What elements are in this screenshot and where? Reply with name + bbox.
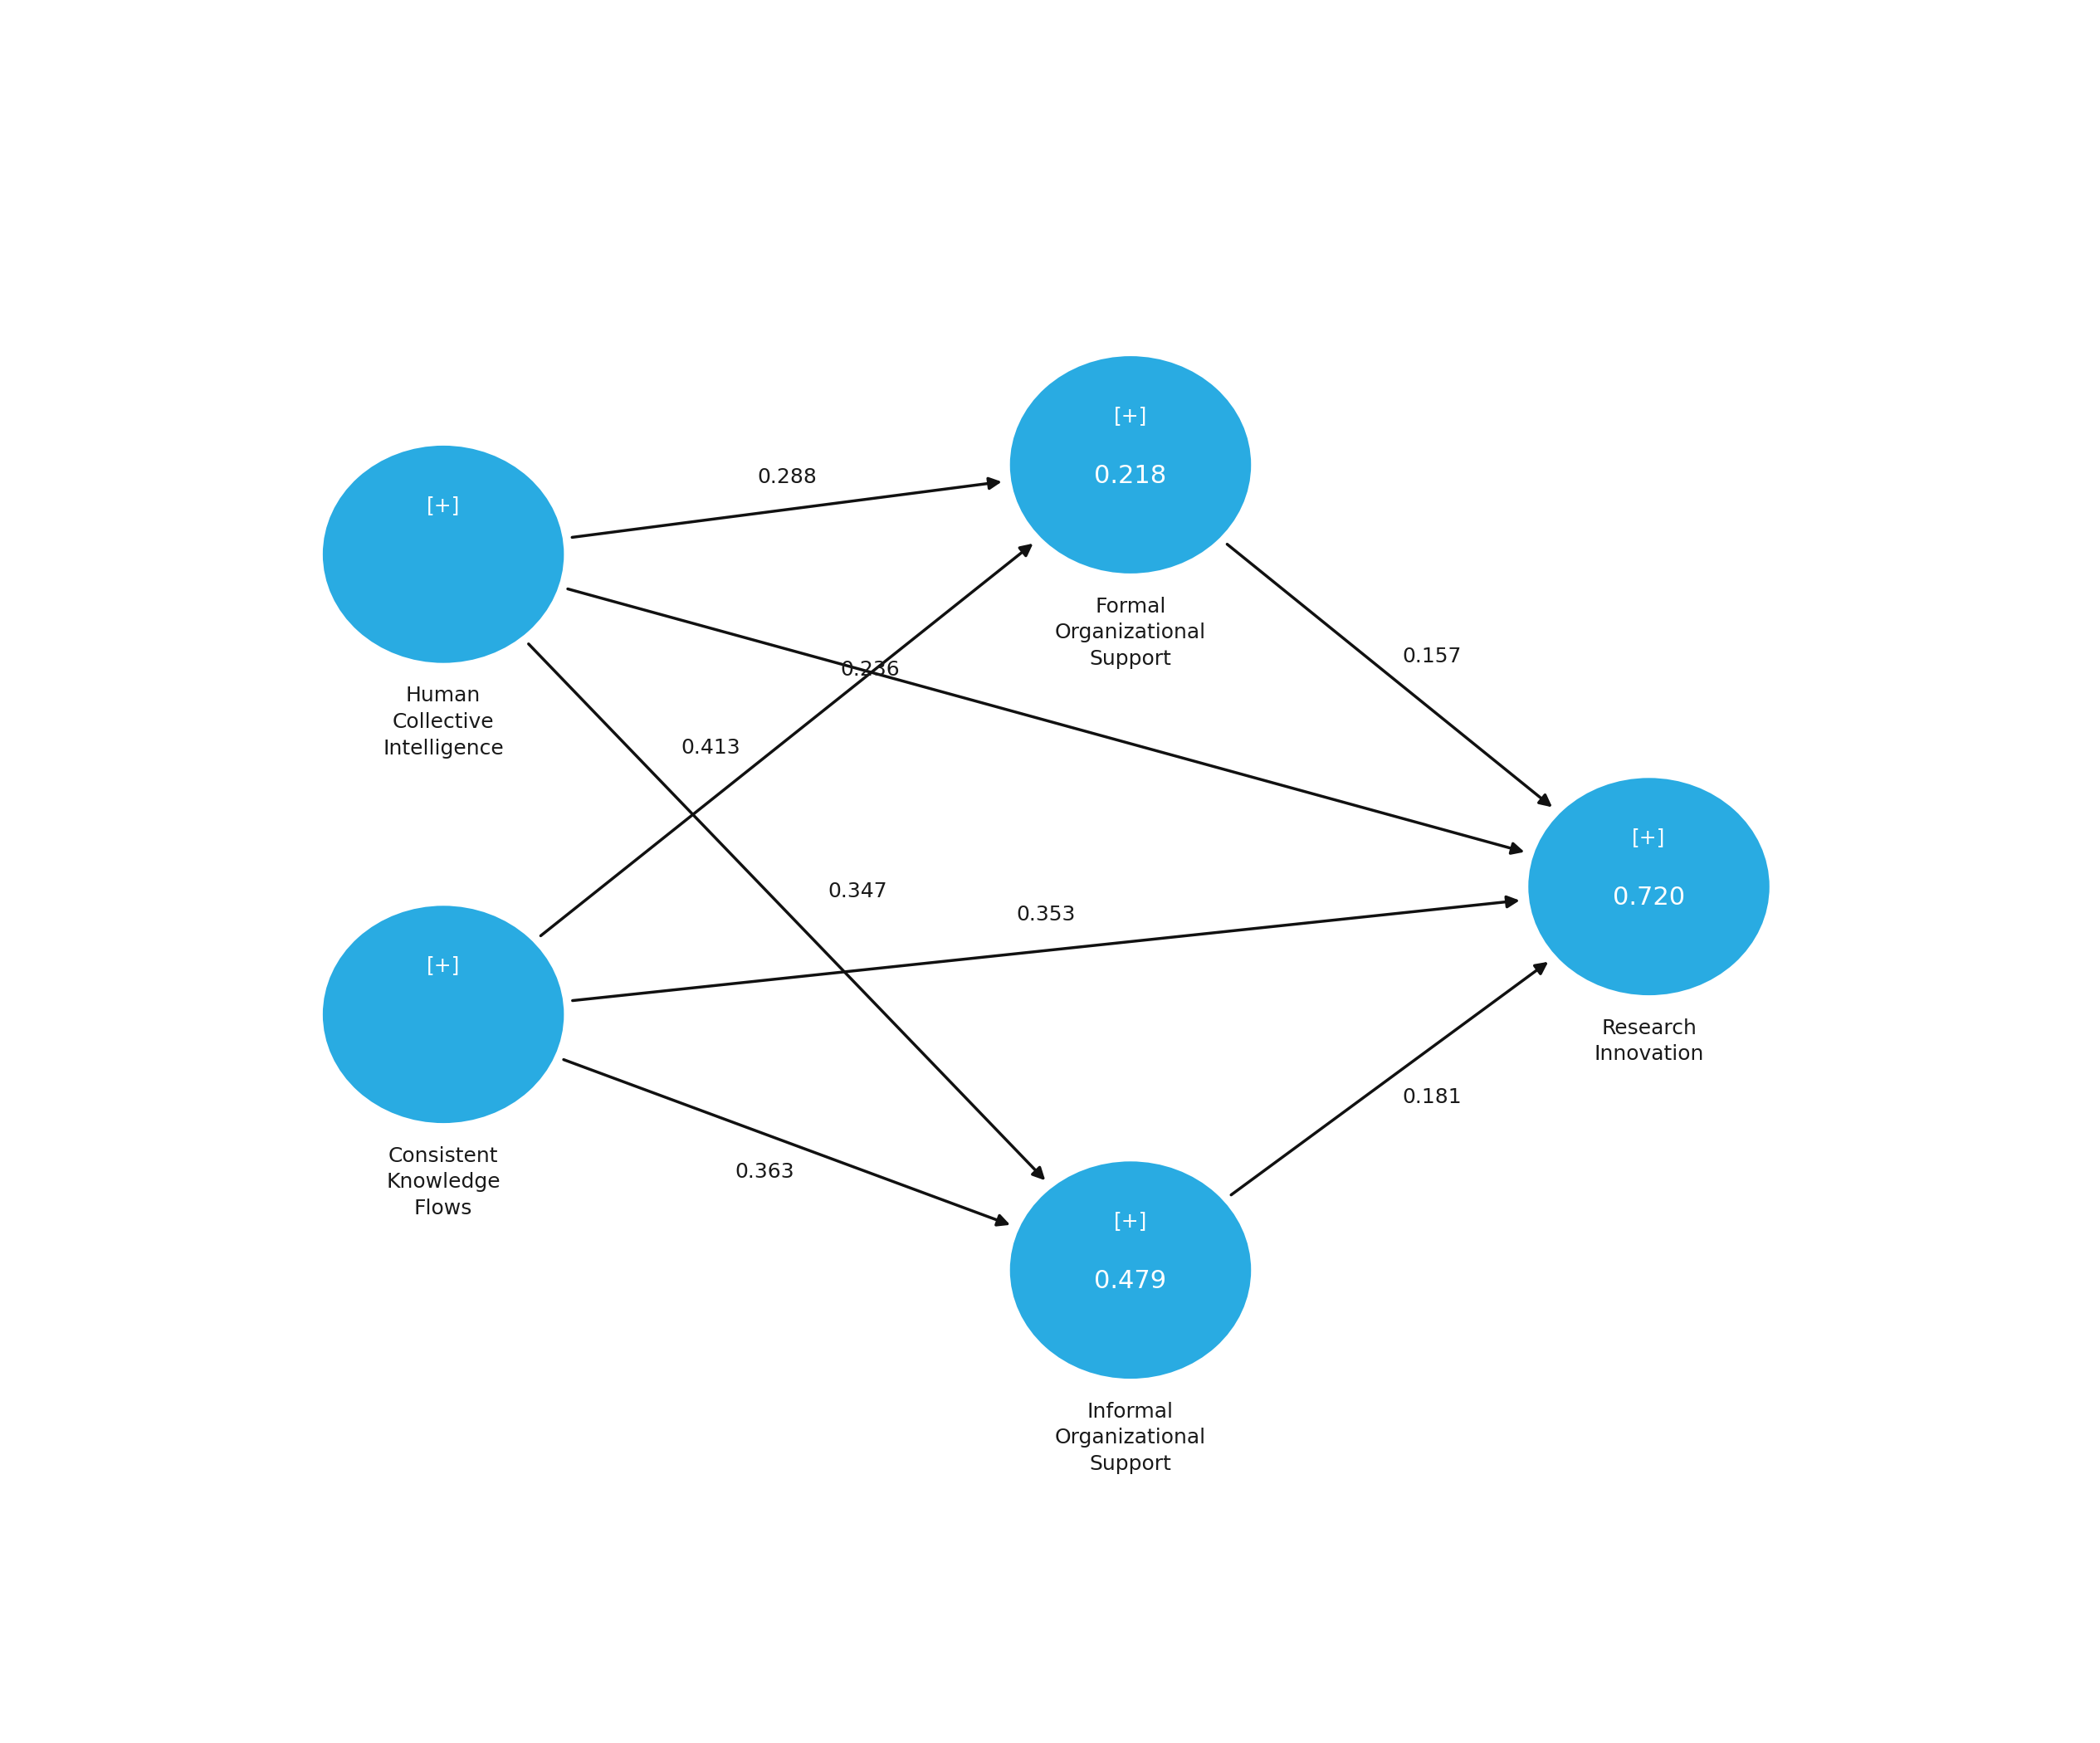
Text: Formal
Organizational
Support: Formal Organizational Support [1054, 596, 1205, 669]
Ellipse shape [1010, 1161, 1252, 1379]
Text: [+]: [+] [1113, 1211, 1147, 1231]
Ellipse shape [323, 906, 565, 1122]
Text: 0.479: 0.479 [1094, 1269, 1168, 1293]
Text: 0.288: 0.288 [758, 467, 817, 488]
Text: [+]: [+] [1113, 406, 1147, 425]
Text: 0.218: 0.218 [1094, 464, 1168, 488]
Text: 0.353: 0.353 [1016, 905, 1075, 926]
Text: 0.347: 0.347 [827, 880, 888, 901]
Text: 0.363: 0.363 [735, 1163, 794, 1182]
Text: 0.720: 0.720 [1613, 885, 1684, 910]
Text: [+]: [+] [426, 955, 460, 976]
Text: Research
Innovation: Research Innovation [1594, 1018, 1703, 1065]
Text: [+]: [+] [1632, 828, 1665, 847]
Ellipse shape [1010, 356, 1252, 573]
Text: Human
Collective
Intelligence: Human Collective Intelligence [382, 687, 504, 758]
Text: Informal
Organizational
Support: Informal Organizational Support [1054, 1401, 1205, 1475]
Text: Consistent
Knowledge
Flows: Consistent Knowledge Flows [386, 1147, 500, 1218]
Text: 0.181: 0.181 [1403, 1088, 1462, 1107]
Text: 0.157: 0.157 [1403, 647, 1462, 666]
Text: [+]: [+] [426, 495, 460, 516]
Text: 0.413: 0.413 [680, 737, 741, 758]
Text: 0.236: 0.236 [840, 659, 901, 680]
Ellipse shape [1529, 777, 1770, 995]
Ellipse shape [323, 446, 565, 662]
